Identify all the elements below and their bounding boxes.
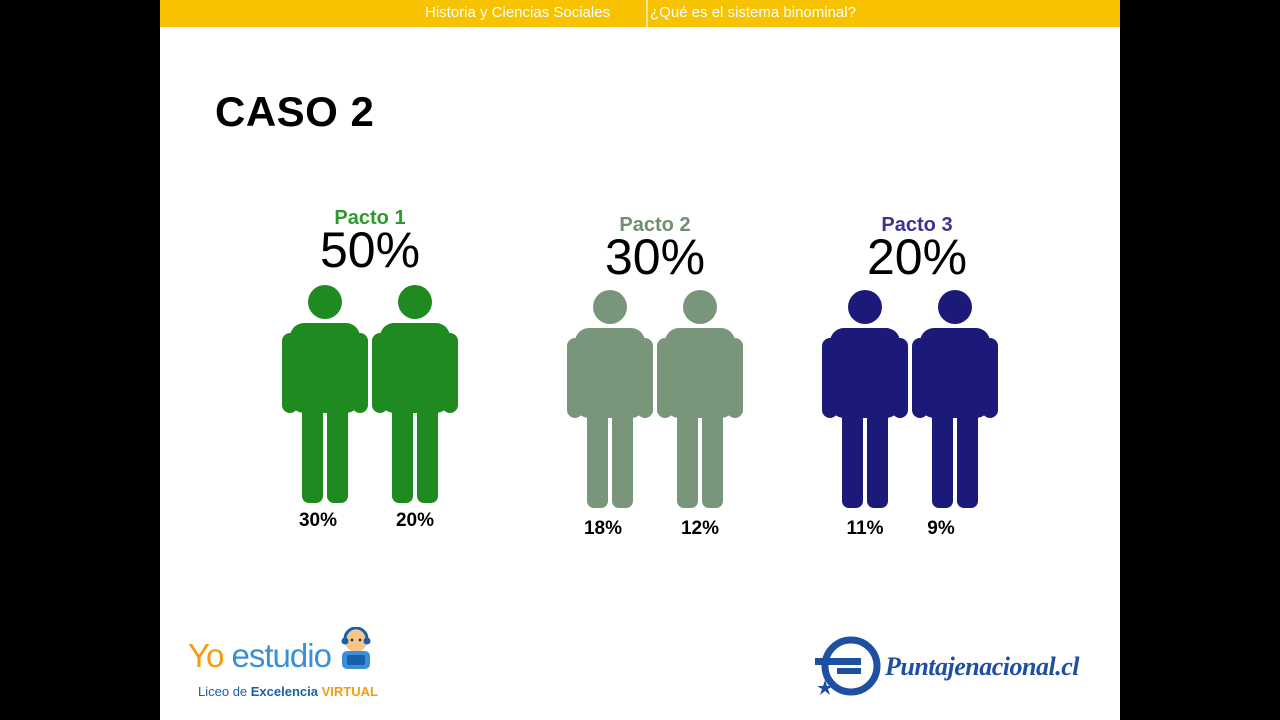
puntaje-emblem-icon [815,636,881,696]
logo-yo-word: Yo [188,637,224,674]
tagline-bold: Excelencia [250,684,318,699]
candidate-percent: 11% [846,518,884,539]
yo-estudio-tagline: Liceo de Excelencia VIRTUAL [198,684,378,699]
slide: Historia y Ciencias Sociales ¿Qué es el … [160,0,1120,720]
candidate-percent: 12% [680,518,720,539]
slide-title: CASO 2 [215,88,375,135]
puntaje-wordmark: Puntajenacional.cl [885,652,1079,681]
pacto-name: Pacto 1 [334,207,406,229]
tagline-prefix: Liceo de [198,684,251,699]
pacto-2-group: Pacto 2 30% 18% 12% [545,212,765,552]
tagline-virtual: VIRTUAL [321,684,378,699]
pacto-name: Pacto 3 [881,214,953,236]
yo-estudio-logo: Yo estudio Liceo de Excelencia VIRTUAL [188,625,378,705]
pacto-total: 50% [319,222,421,278]
candidate-figure-icon [567,290,653,508]
pacto-name: Pacto 2 [619,214,691,236]
candidate-figure-icon [372,285,458,503]
candidate-percent: 9% [927,518,955,539]
header-divider [646,0,648,27]
header-subject: Historia y Ciencias Sociales [425,4,611,21]
candidate-percent: 20% [395,510,435,531]
pacto-3-group: Pacto 3 20% 11% 9% [807,212,1027,552]
candidate-percent: 30% [298,510,338,531]
pacto-total: 20% [866,229,968,285]
header-bar: Historia y Ciencias Sociales ¿Qué es el … [160,0,1120,27]
header-topic: ¿Qué es el sistema binominal? [650,4,856,21]
candidate-figure-icon [912,290,998,508]
pacto-1-group: Pacto 1 50% 30% 20% [260,205,480,545]
pacto-total: 30% [604,229,706,285]
candidate-figure-icon [282,285,368,503]
puntaje-nacional-logo: Puntajenacional.cl [815,632,1095,702]
candidate-figure-icon [822,290,908,508]
yo-estudio-wordmark: Yo estudio [188,637,332,675]
candidate-percent: 18% [583,518,623,539]
student-headset-icon [341,627,371,669]
candidate-figure-icon [657,290,743,508]
logo-estudio-word: estudio [231,637,332,674]
